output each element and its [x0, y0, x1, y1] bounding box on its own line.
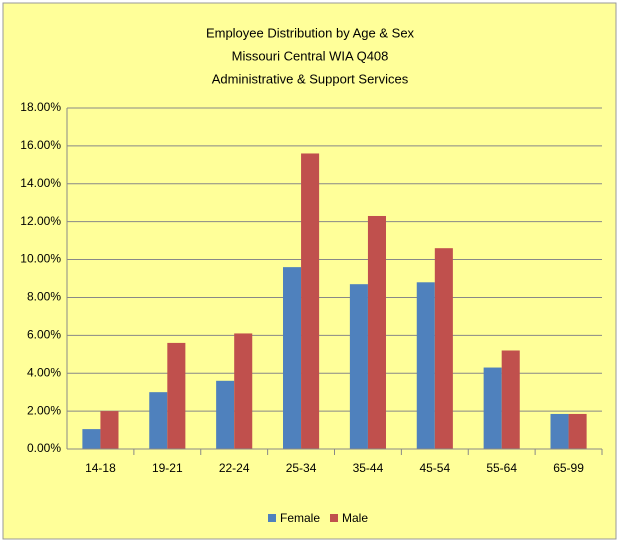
bar [501, 350, 520, 449]
bar [416, 282, 435, 449]
x-tick-label: 65-99 [553, 461, 584, 475]
x-tick-label: 14-18 [85, 461, 116, 475]
bar [367, 215, 386, 449]
x-tick-label: 35-44 [353, 461, 384, 475]
x-tick-label: 25-34 [286, 461, 317, 475]
x-tick-label: 55-64 [486, 461, 517, 475]
chart-title: Administrative & Support Services [212, 71, 409, 86]
y-tick-label: 0.00% [27, 441, 61, 455]
x-tick-label: 22-24 [219, 461, 250, 475]
bar [100, 411, 119, 449]
bar [349, 284, 368, 449]
bar [82, 429, 101, 449]
bar [301, 153, 320, 449]
legend-swatch [268, 514, 276, 522]
bar [283, 267, 302, 449]
y-tick-label: 2.00% [27, 403, 61, 417]
bar [234, 333, 253, 449]
y-tick-label: 6.00% [27, 328, 61, 342]
y-tick-label: 14.00% [20, 176, 61, 190]
bar [568, 413, 587, 449]
bar [483, 367, 502, 449]
bar [149, 392, 168, 449]
chart-title: Employee Distribution by Age & Sex [206, 25, 415, 40]
legend-swatch [330, 514, 338, 522]
bar [216, 380, 235, 449]
y-tick-label: 18.00% [20, 100, 61, 114]
chart-title: Missouri Central WIA Q408 [232, 48, 389, 63]
y-tick-label: 10.00% [20, 252, 61, 266]
legend-label: Female [280, 511, 320, 525]
x-tick-label: 19-21 [152, 461, 183, 475]
bar [550, 413, 569, 449]
x-tick-label: 45-54 [419, 461, 450, 475]
bar [434, 248, 453, 449]
legend-label: Male [342, 511, 368, 525]
y-tick-label: 12.00% [20, 214, 61, 228]
y-tick-label: 8.00% [27, 290, 61, 304]
y-tick-label: 16.00% [20, 138, 61, 152]
bar [167, 342, 186, 449]
y-tick-label: 4.00% [27, 365, 61, 379]
